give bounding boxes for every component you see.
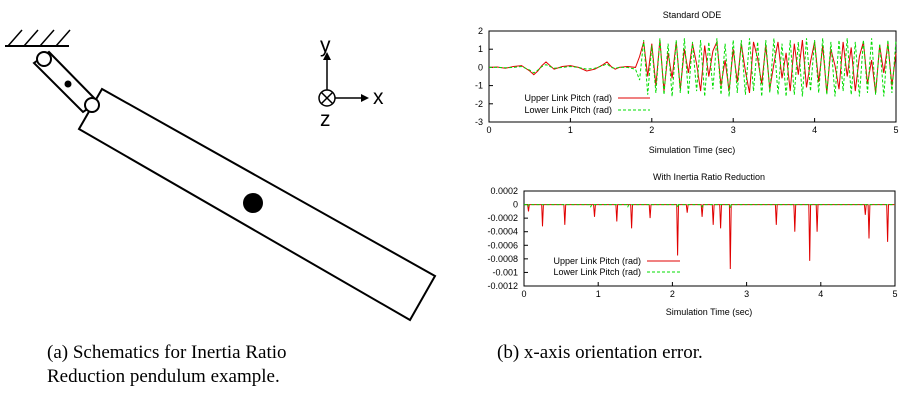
series-lower-link-pitch — [524, 204, 895, 210]
y-tick-label: -0.0008 — [487, 254, 518, 264]
y-tick-label: -0.001 — [492, 267, 518, 277]
legend: Upper Link Pitch (rad) Lower Link Pitch … — [553, 256, 680, 277]
y-tick-label: 1 — [478, 44, 483, 54]
x-tick-label: 4 — [812, 125, 817, 135]
x-tick-label: 4 — [818, 289, 823, 299]
legend-entry-lower: Lower Link Pitch (rad) — [553, 267, 641, 277]
chart-title: Standard ODE — [663, 10, 722, 20]
pendulum-schematic: y x z — [5, 29, 437, 322]
caption-b: (b) x-axis orientation error. — [497, 341, 877, 365]
y-tick-label: -1 — [475, 81, 483, 91]
legend-entry-lower: Lower Link Pitch (rad) — [524, 105, 612, 115]
caption-a-line2: Reduction pendulum example. — [47, 366, 280, 387]
y-tick-label: -0.0004 — [487, 227, 518, 237]
series-lines — [524, 204, 895, 270]
y-tick-label: -0.0006 — [487, 240, 518, 250]
series-lower-link-pitch — [489, 38, 897, 97]
x-axis-title: Simulation Time (sec) — [666, 307, 753, 317]
caption-a-line1: (a) Schematics for Inertia Ratio — [47, 342, 287, 363]
y-tick-label: 0 — [513, 200, 518, 210]
y-tick-label: 2 — [478, 26, 483, 36]
plot-frame — [488, 30, 897, 123]
legend: Upper Link Pitch (rad) Lower Link Pitch … — [524, 93, 650, 115]
plot-frame — [523, 190, 896, 287]
y-arrow-head — [323, 52, 331, 60]
x-tick-label: 1 — [568, 125, 573, 135]
y-tick-label: -2 — [475, 99, 483, 109]
lower-link — [77, 87, 437, 322]
x-tick-label: 5 — [893, 125, 898, 135]
y-tick-label: -0.0012 — [487, 281, 518, 291]
y-axis-label: y — [320, 34, 331, 57]
caption-a: (a) Schematics for Inertia Ratio Reducti… — [47, 341, 387, 389]
upper-link-com — [64, 80, 72, 88]
y-tick-label: 0 — [478, 62, 483, 72]
x-tick-label: 0 — [521, 289, 526, 299]
x-tick-label: 5 — [892, 289, 897, 299]
y-tick-label: 0.0002 — [490, 186, 518, 196]
x-tick-label: 0 — [486, 125, 491, 135]
chart-standard-ode: Standard ODE 0 1 2 3 4 5 2 1 0 -1 -2 -3 Upper Link … — [475, 10, 899, 155]
chart-inertia-ratio: With Inertia Ratio Reduction 0 1 2 3 4 5 0.000… — [487, 172, 897, 317]
axis-ticks: 0 1 2 3 4 5 0.0002 0 -0.0002 -0.0004 -0.0006 -0.000… — [487, 186, 897, 299]
caption-b-line1: (b) x-axis orientation error. — [497, 342, 703, 363]
x-tick-label: 3 — [744, 289, 749, 299]
axis-ticks: 0 1 2 3 4 5 2 1 0 -1 -2 -3 — [475, 26, 899, 135]
series-lines — [488, 38, 897, 97]
legend-entry-upper: Upper Link Pitch (rad) — [553, 256, 641, 266]
x-tick-label: 2 — [649, 125, 654, 135]
lower-link-com — [243, 193, 263, 213]
x-axis-title: Simulation Time (sec) — [649, 145, 736, 155]
upper-pivot-joint — [36, 51, 52, 67]
coordinate-axes: y x z — [318, 34, 384, 131]
x-axis-label: x — [373, 86, 384, 109]
y-tick-label: -3 — [475, 117, 483, 127]
y-tick-label: -0.0002 — [487, 213, 518, 223]
x-tick-label: 2 — [670, 289, 675, 299]
x-tick-label: 3 — [731, 125, 736, 135]
lower-pivot-joint — [84, 97, 100, 113]
chart-title: With Inertia Ratio Reduction — [653, 172, 765, 182]
legend-entry-upper: Upper Link Pitch (rad) — [524, 93, 612, 103]
x-arrow-head — [361, 94, 369, 102]
ceiling-mount — [5, 29, 71, 47]
z-axis-label: z — [320, 108, 331, 131]
x-tick-label: 1 — [596, 289, 601, 299]
